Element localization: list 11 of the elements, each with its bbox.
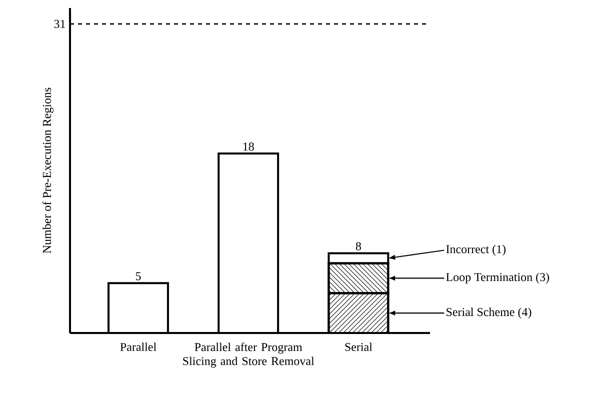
total-label: 8: [356, 242, 361, 250]
y-tick-label: 31: [54, 20, 66, 28]
legend-label: Serial Scheme (4): [446, 308, 532, 318]
legend-label: Incorrect (1): [446, 244, 506, 256]
x-tick-label: Parallel after Program Slicing and Store Removal: [183, 342, 314, 368]
legend-label: Loop Termination (3): [446, 272, 550, 284]
total-label: 5: [136, 272, 141, 280]
x-tick-label: Parallel: [120, 342, 156, 352]
y-axis-title: Number of Pre-Execution Regions: [42, 88, 54, 254]
total-label: 18: [243, 142, 254, 151]
x-tick-label: Serial: [345, 342, 372, 352]
